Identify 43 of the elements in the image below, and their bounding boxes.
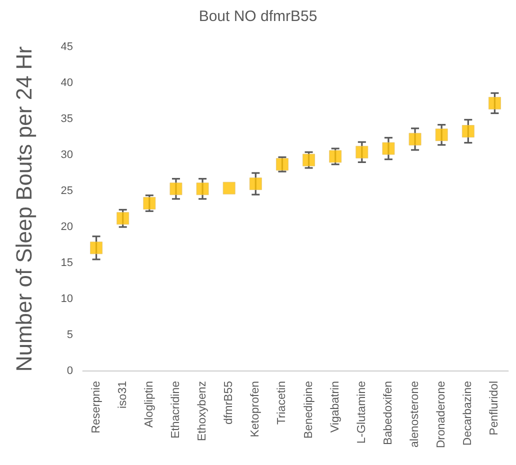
y-tick-label: 5 <box>66 329 73 341</box>
point <box>382 142 395 155</box>
x-tick-label: Ketoprofen <box>250 381 262 438</box>
point <box>488 96 501 110</box>
x-tick-label: iso31 <box>116 381 129 408</box>
x-tick-label: Vigabatrin <box>329 381 342 433</box>
x-tick-label: L-Glutamine <box>356 381 368 444</box>
y-tick-label: 25 <box>60 185 73 197</box>
y-tick-label: 15 <box>60 257 73 269</box>
point <box>356 146 368 158</box>
x-tick-label: Dronaderone <box>436 381 448 448</box>
y-tick-label: 45 <box>60 41 73 53</box>
point <box>249 178 262 190</box>
x-tick-label: Benedipine <box>302 381 315 439</box>
point <box>116 212 130 225</box>
point <box>329 150 342 163</box>
x-tick-label: Babedoxifen <box>382 381 394 445</box>
x-tick-label: Alogliptin <box>143 381 156 428</box>
y-tick-label: 35 <box>60 113 73 125</box>
point <box>143 196 156 210</box>
x-tick-label: alenosterone <box>409 381 422 448</box>
x-tick-label: Penfluridol <box>488 381 501 436</box>
x-tick-label: Triacetin <box>276 381 288 425</box>
point <box>90 242 103 254</box>
x-tick-label: dfmrB55 <box>223 381 236 424</box>
point <box>222 182 236 194</box>
y-tick-label: 10 <box>60 293 73 305</box>
y-tick-label: 20 <box>60 221 73 233</box>
y-tick-label: 40 <box>60 77 73 89</box>
x-tick-label: Decarbazine <box>462 381 474 446</box>
x-tick-label: Ethacridine <box>170 381 182 439</box>
point <box>408 132 422 146</box>
x-tick-label: Reserpnie <box>90 381 102 434</box>
point <box>435 128 448 142</box>
chart-title: Bout NO dfmrB55 <box>198 8 318 25</box>
y-tick-label: 0 <box>66 365 73 377</box>
y-axis-title: Number of Sleep Bouts per 24 Hr <box>12 46 36 372</box>
x-tick-label: Ethoxybenz <box>196 380 209 442</box>
point <box>196 182 209 196</box>
point <box>462 124 474 138</box>
point <box>302 154 316 166</box>
point <box>170 182 182 196</box>
y-tick-label: 30 <box>60 149 73 161</box>
